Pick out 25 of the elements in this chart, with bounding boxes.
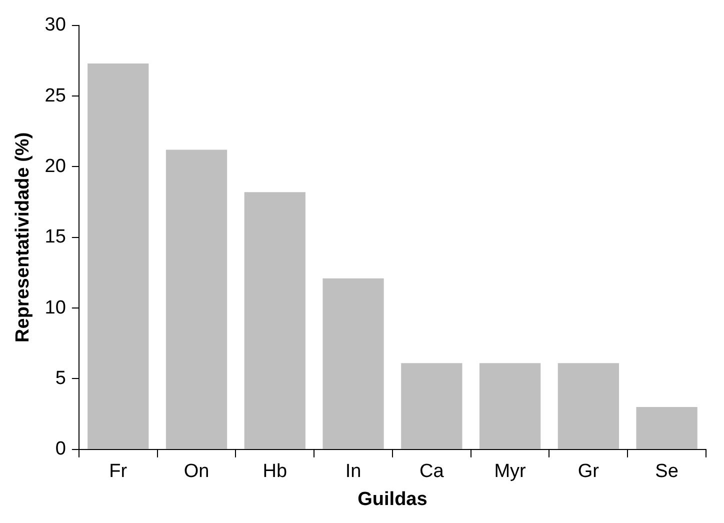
bar (636, 407, 698, 449)
x-tick-label: Gr (578, 461, 600, 482)
y-tick-label: 25 (44, 85, 66, 106)
x-tick-label: Hb (262, 461, 288, 482)
y-tick-label: 5 (55, 368, 66, 389)
x-tick-label: Ca (420, 461, 444, 482)
y-tick-label: 20 (44, 156, 66, 177)
bar (88, 64, 149, 449)
x-tick-label: On (184, 461, 210, 482)
x-tick-label: Fr (109, 461, 128, 482)
x-tick-label: Myr (494, 461, 527, 482)
bar (322, 278, 384, 449)
x-axis-title: Guildas (358, 488, 428, 510)
y-tick-label: 15 (44, 226, 66, 248)
x-tick-label: In (345, 461, 362, 482)
x-tick-label: Se (655, 461, 678, 482)
y-axis-title: Representatividade (%) (12, 132, 34, 342)
bar (166, 150, 228, 449)
bar (401, 363, 462, 449)
bar (244, 192, 306, 449)
y-tick-label: 30 (44, 14, 66, 36)
y-tick-label: 0 (55, 438, 66, 460)
bar (479, 363, 541, 449)
bar (558, 363, 619, 449)
y-tick-label: 10 (44, 297, 66, 318)
